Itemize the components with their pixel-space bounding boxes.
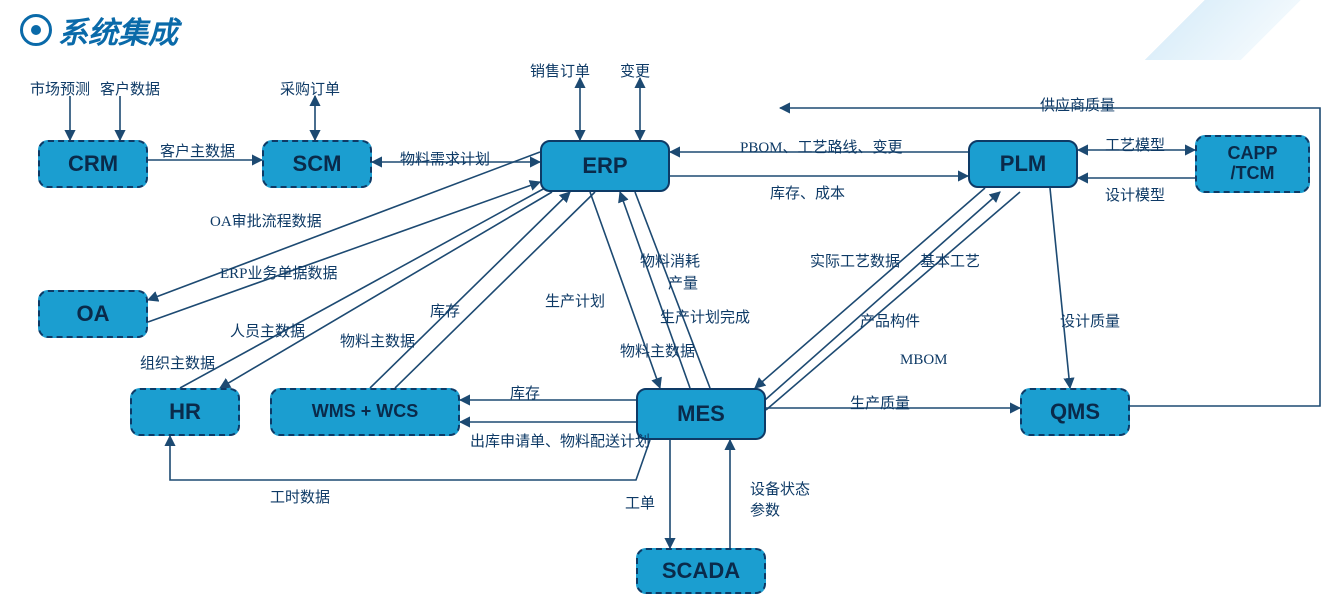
- edge-label-plm-capp-1: 工艺模型: [1105, 134, 1165, 155]
- node-label: MES: [677, 402, 725, 426]
- node-label: SCADA: [662, 559, 740, 583]
- edge-label-erp-plm-2: 库存、成本: [770, 182, 845, 203]
- input-label-in-change: 变更: [620, 60, 650, 81]
- edge-label-wms-mes-2: 出库申请单、物料配送计划: [470, 430, 650, 451]
- edge-label-plm-mes-2: 基本工艺: [920, 250, 980, 271]
- edge-label-mes-qms: 生产质量: [850, 392, 910, 413]
- node-plm: PLM: [968, 140, 1078, 188]
- edge-label-crm-scm: 客户主数据: [160, 140, 235, 161]
- node-label: OA: [77, 302, 110, 326]
- node-wms: WMS + WCS: [270, 388, 460, 436]
- edge-label-erp-mes-b: 物料消耗: [640, 250, 700, 271]
- edge-label-hr-mes: 工时数据: [270, 486, 330, 507]
- node-hr: HR: [130, 388, 240, 436]
- edge-label-plm-mes-1: 实际工艺数据: [810, 250, 900, 271]
- edge-label-erp-hr: 人员主数据: [230, 320, 305, 341]
- edge-label-erp-oa-2: ERP业务单据数据: [220, 262, 338, 283]
- edge-layer: [0, 0, 1337, 607]
- node-qms: QMS: [1020, 388, 1130, 436]
- edge-label-hr-erp: 组织主数据: [140, 352, 215, 373]
- input-label-in-po: 采购订单: [280, 78, 340, 99]
- edge-label-plm-capp-2: 设计模型: [1105, 184, 1165, 205]
- node-capp: CAPP/TCM: [1195, 135, 1310, 193]
- node-crm: CRM: [38, 140, 148, 188]
- node-mes: MES: [636, 388, 766, 440]
- edge-label-erp-plm-1: PBOM、工艺路线、变更: [740, 136, 903, 157]
- input-label-in-market: 市场预测: [30, 78, 90, 99]
- edge-label-erp-mes-c: 产量: [668, 272, 698, 293]
- edge-label-plm-qms: 设计质量: [1060, 310, 1120, 331]
- edge-label-erp-mes-lbl1: 生产计划完成: [660, 306, 750, 327]
- node-label: QMS: [1050, 400, 1100, 424]
- edge-label-erp-mes-lbl2: 物料主数据: [620, 340, 695, 361]
- edge-label-qms-supplier: 供应商质量: [1040, 94, 1115, 115]
- input-label-in-so: 销售订单: [530, 60, 590, 81]
- edge-label-mes-scada-2: 设备状态参数: [750, 478, 810, 520]
- node-scada: SCADA: [636, 548, 766, 594]
- edge-label-erp-wms-1: 库存: [430, 300, 460, 321]
- node-erp: ERP: [540, 140, 670, 192]
- node-label: PLM: [1000, 152, 1046, 176]
- edge-label-erp-oa-1: OA审批流程数据: [210, 210, 322, 231]
- edge-label-plm-mes-3: 产品构件: [860, 310, 920, 331]
- node-label: CAPP/TCM: [1227, 144, 1277, 184]
- node-label: CRM: [68, 152, 118, 176]
- edge-label-erp-mes-a: 生产计划: [545, 290, 605, 311]
- node-oa: OA: [38, 290, 148, 338]
- edge-label-scm-erp: 物料需求计划: [400, 148, 490, 169]
- edge-label-plm-mes-4: MBOM: [900, 352, 948, 369]
- edge-label-mes-scada-1: 工单: [625, 492, 655, 513]
- node-label: WMS + WCS: [312, 402, 419, 422]
- node-scm: SCM: [262, 140, 372, 188]
- edge-label-erp-wms-2: 物料主数据: [340, 330, 415, 351]
- node-label: ERP: [582, 154, 627, 178]
- input-label-in-custdata: 客户数据: [100, 78, 160, 99]
- node-label: SCM: [293, 152, 342, 176]
- node-label: HR: [169, 400, 201, 424]
- edge-label-wms-mes-1: 库存: [510, 382, 540, 403]
